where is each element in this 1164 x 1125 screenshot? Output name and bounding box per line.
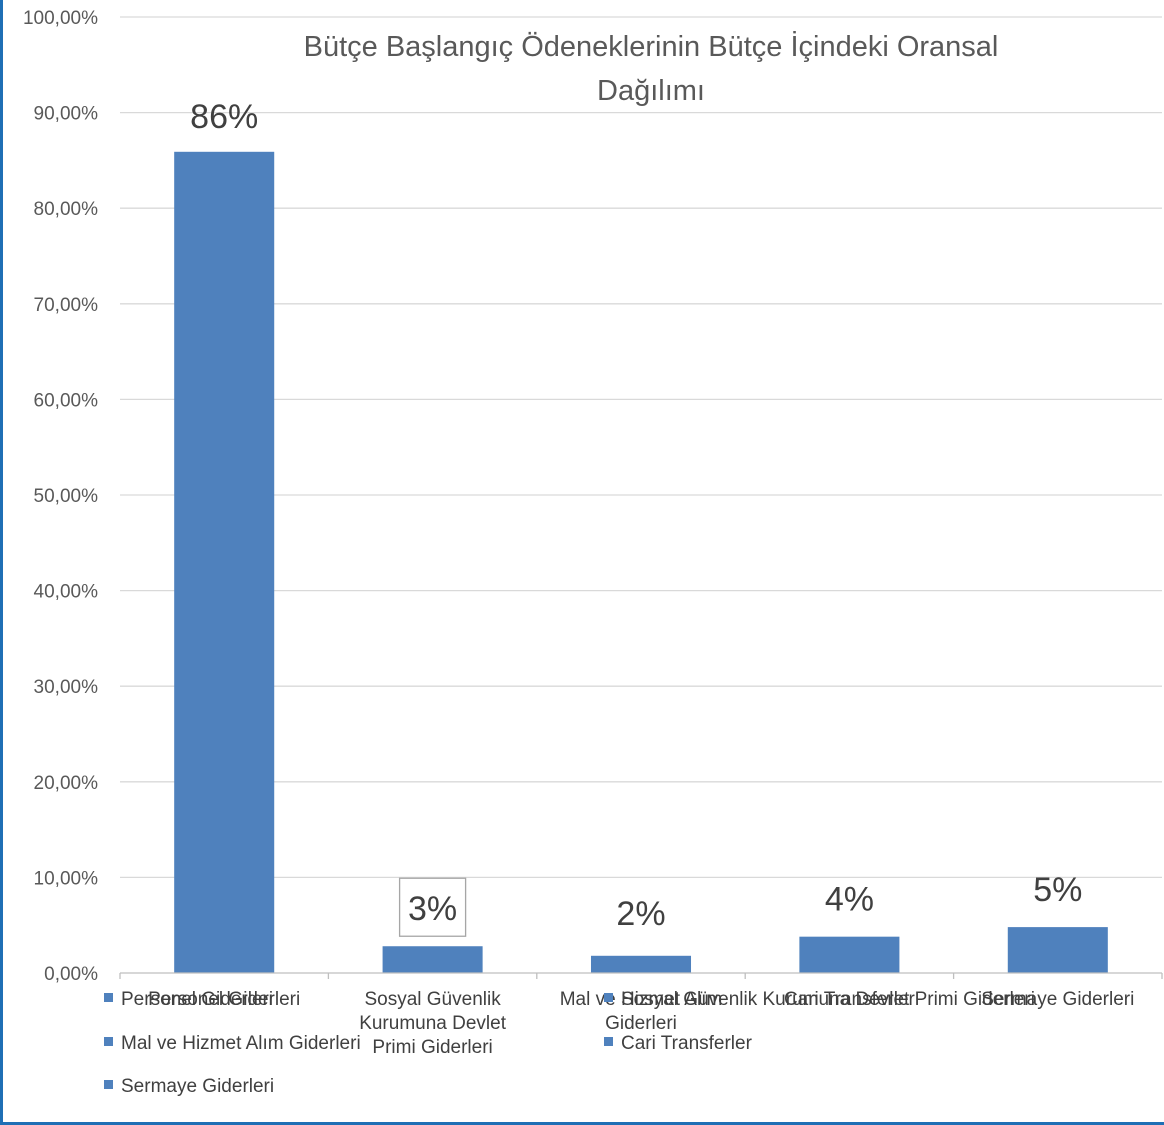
y-tick-label: 10,00% xyxy=(34,868,99,889)
bar xyxy=(174,151,275,973)
y-tick-label: 0,00% xyxy=(44,964,98,985)
x-axis-category-labels: Personel Giderleri Sosyal Güvenlik Kurumun… xyxy=(148,989,1134,1058)
legend-entry: Mal ve Hizmet Alım Giderleri xyxy=(121,1033,361,1054)
data-label: 86% xyxy=(190,98,258,136)
bar xyxy=(799,936,900,973)
axes xyxy=(119,972,1163,979)
y-tick-label: 60,00% xyxy=(34,390,99,411)
bar xyxy=(382,946,483,973)
category-label: Personel Giderleri xyxy=(148,989,300,1010)
legend-swatch xyxy=(604,993,613,1002)
legend-swatch xyxy=(104,1037,113,1046)
legend-entry: Personel Giderleri xyxy=(121,989,273,1010)
legend-swatch xyxy=(604,1037,613,1046)
chart-title-line: Dağılımı xyxy=(597,75,705,107)
y-tick-label: 50,00% xyxy=(34,486,99,507)
data-label: 3% xyxy=(408,890,457,928)
chart-title: Bütçe Başlangıç Ödeneklerinin Bütçe İçin… xyxy=(304,30,999,107)
y-tick-label: 80,00% xyxy=(34,199,99,220)
legend-swatch xyxy=(104,993,113,1002)
category-label: Kurumuna Devlet xyxy=(359,1013,507,1034)
legend-entry: Cari Transferler xyxy=(621,1033,753,1054)
legend-entry: Sosyal Güvenlik Kurumuna Devlet Primi Gi… xyxy=(621,989,1035,1010)
category-label: Mal ve Hizmet Alım xyxy=(560,989,723,1010)
legend-swatch xyxy=(104,1080,113,1089)
bars xyxy=(174,151,1108,973)
bar xyxy=(1007,927,1108,973)
legend-entry: Sermaye Giderleri xyxy=(121,1076,274,1097)
data-label: 4% xyxy=(825,881,874,919)
data-label: 5% xyxy=(1033,871,1082,909)
gridlines xyxy=(120,16,1162,879)
data-label-frame xyxy=(398,877,467,937)
y-tick-label: 30,00% xyxy=(34,677,99,698)
legend: Personel Giderleri Sosyal Güvenlik Kurumu… xyxy=(104,989,1035,1097)
data-labels: 86% 3% 2% 4% 5% xyxy=(190,98,1082,937)
data-label: 2% xyxy=(616,895,665,933)
category-label: Sermaye Giderleri xyxy=(981,989,1134,1010)
chart-title-line: Bütçe Başlangıç Ödeneklerinin Bütçe İçin… xyxy=(304,30,999,63)
y-tick-label: 20,00% xyxy=(34,773,99,794)
y-axis-tick-labels: 0,00% 10,00% 20,00% 30,00% 40,00% 50,00% 60,00… xyxy=(23,8,98,985)
y-tick-label: 40,00% xyxy=(34,582,99,603)
category-label: Sosyal Güvenlik xyxy=(364,989,501,1010)
category-label: Cari Transferler xyxy=(784,989,916,1010)
y-tick-label: 90,00% xyxy=(34,104,99,125)
category-label: Primi Giderleri xyxy=(372,1037,492,1058)
y-tick-label: 70,00% xyxy=(34,295,99,316)
category-label: Giderleri xyxy=(605,1013,677,1034)
bar xyxy=(590,955,692,973)
y-tick-label: 100,00% xyxy=(23,8,98,29)
